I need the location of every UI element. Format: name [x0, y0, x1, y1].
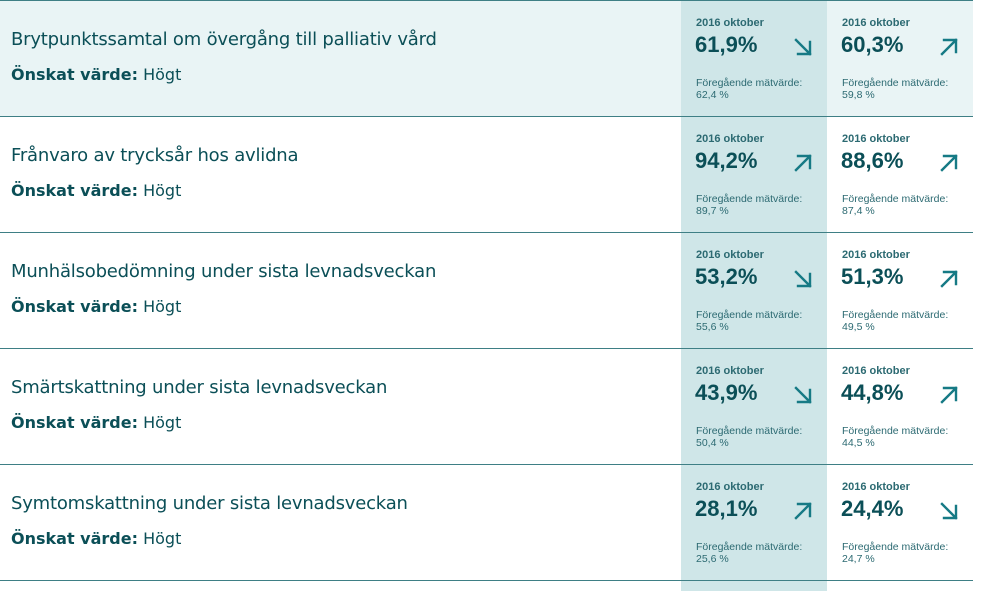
desired-value-text: Högt: [143, 413, 182, 432]
previous-value: Föregående mätvärde: 55,6 %: [696, 309, 803, 333]
previous-value: Föregående mätvärde: 89,7 %: [696, 193, 803, 217]
arrow-down-right-icon: [793, 385, 813, 405]
desired-value-text: Högt: [143, 65, 182, 84]
arrow-up-right-icon: [939, 269, 959, 289]
previous-value: Föregående mätvärde: 50,4 %: [696, 425, 803, 449]
desired-value: Önskat värde: Högt: [11, 413, 181, 432]
value: 24,4%: [841, 496, 904, 521]
desired-label: Önskat värde:: [11, 413, 138, 432]
desired-label: Önskat värde:: [11, 65, 138, 84]
indicator-row[interactable]: Brytpunktssamtal om övergång till pallia…: [0, 0, 973, 117]
desired-value: Önskat värde: Högt: [11, 297, 181, 316]
value: 53,2%: [695, 264, 758, 289]
previous-value: Föregående mätvärde: 49,5 %: [842, 309, 949, 333]
value: 88,6%: [841, 148, 904, 173]
value: 44,8%: [841, 380, 904, 405]
indicator-label-cell: Brytpunktssamtal om övergång till pallia…: [0, 1, 681, 116]
period: 2016 oktober: [842, 17, 910, 29]
desired-label: Önskat värde:: [11, 181, 138, 200]
value: 43,9%: [695, 380, 758, 405]
period: 2016 oktober: [696, 17, 764, 29]
arrow-up-right-icon: [793, 153, 813, 173]
period: 2016 oktober: [842, 365, 910, 377]
value: 94,2%: [695, 148, 758, 173]
indicator-title[interactable]: Frånvaro av trycksår hos avlidna: [11, 145, 299, 166]
value: 61,9%: [695, 32, 758, 57]
previous-value: Föregående mätvärde: 44,5 %: [842, 425, 949, 449]
previous-value: Föregående mätvärde: 24,7 %: [842, 541, 949, 565]
value-cell-primary: 2016 oktober 43,9% Föregående mätvärde: 5…: [681, 349, 827, 464]
indicator-label-cell: Frånvaro av trycksår hos avlidna Önskat …: [0, 117, 681, 232]
value: 60,3%: [841, 32, 904, 57]
indicator-label-cell: Munhälsobedömning under sista levnadsvec…: [0, 233, 681, 348]
previous-value: Föregående mätvärde: 87,4 %: [842, 193, 949, 217]
value-cell-secondary: 2016 oktober 24,4% Föregående mätvärde: 2…: [827, 465, 973, 580]
arrow-up-right-icon: [793, 501, 813, 521]
value: 51,3%: [841, 264, 904, 289]
period: 2016 oktober: [842, 133, 910, 145]
indicator-title[interactable]: Munhälsobedömning under sista levnadsvec…: [11, 261, 437, 282]
period: 2016 oktober: [842, 481, 910, 493]
next-row-partial: [0, 581, 973, 591]
value: 28,1%: [695, 496, 758, 521]
desired-value: Önskat värde: Högt: [11, 65, 181, 84]
indicator-title[interactable]: Brytpunktssamtal om övergång till pallia…: [11, 29, 437, 50]
period: 2016 oktober: [696, 365, 764, 377]
previous-value: Föregående mätvärde: 62,4 %: [696, 77, 803, 101]
value-cell-primary: 2016 oktober 53,2% Föregående mätvärde: 5…: [681, 233, 827, 348]
indicator-row[interactable]: Smärtskattning under sista levnadsveckan…: [0, 349, 973, 465]
value-cell-secondary: 2016 oktober 60,3% Föregående mätvärde: 5…: [827, 1, 973, 116]
indicator-title[interactable]: Smärtskattning under sista levnadsveckan: [11, 377, 388, 398]
arrow-up-right-icon: [939, 153, 959, 173]
arrow-up-right-icon: [939, 37, 959, 57]
value-cell-secondary: 2016 oktober 88,6% Föregående mätvärde: 8…: [827, 117, 973, 232]
value-cell-secondary: 2016 oktober 51,3% Föregående mätvärde: 4…: [827, 233, 973, 348]
desired-value-text: Högt: [143, 181, 182, 200]
value-cell-secondary: 2016 oktober 44,8% Föregående mätvärde: 4…: [827, 349, 973, 464]
arrow-down-right-icon: [793, 269, 813, 289]
indicator-row[interactable]: Symtomskattning under sista levnadsvecka…: [0, 465, 973, 581]
period: 2016 oktober: [696, 481, 764, 493]
value-cell-primary: 2016 oktober 61,9% Föregående mätvärde: 6…: [681, 1, 827, 116]
indicator-label-cell: Smärtskattning under sista levnadsveckan…: [0, 349, 681, 464]
desired-value: Önskat värde: Högt: [11, 181, 181, 200]
arrow-down-right-icon: [793, 37, 813, 57]
period: 2016 oktober: [842, 249, 910, 261]
indicator-label-cell: Symtomskattning under sista levnadsvecka…: [0, 465, 681, 580]
desired-label: Önskat värde:: [11, 297, 138, 316]
indicator-row[interactable]: Munhälsobedömning under sista levnadsvec…: [0, 233, 973, 349]
previous-value: Föregående mätvärde: 59,8 %: [842, 77, 949, 101]
arrow-up-right-icon: [939, 385, 959, 405]
desired-value-text: Högt: [143, 529, 182, 548]
indicator-title[interactable]: Symtomskattning under sista levnadsvecka…: [11, 493, 408, 514]
period: 2016 oktober: [696, 133, 764, 145]
desired-value: Önskat värde: Högt: [11, 529, 181, 548]
previous-value: Föregående mätvärde: 25,6 %: [696, 541, 803, 565]
indicator-row[interactable]: Frånvaro av trycksår hos avlidna Önskat …: [0, 117, 973, 233]
desired-value-text: Högt: [143, 297, 182, 316]
arrow-down-right-icon: [939, 501, 959, 521]
period: 2016 oktober: [696, 249, 764, 261]
value-cell-primary: 2016 oktober 94,2% Föregående mätvärde: 8…: [681, 117, 827, 232]
value-cell-primary: 2016 oktober 28,1% Föregående mätvärde: 2…: [681, 465, 827, 580]
desired-label: Önskat värde:: [11, 529, 138, 548]
